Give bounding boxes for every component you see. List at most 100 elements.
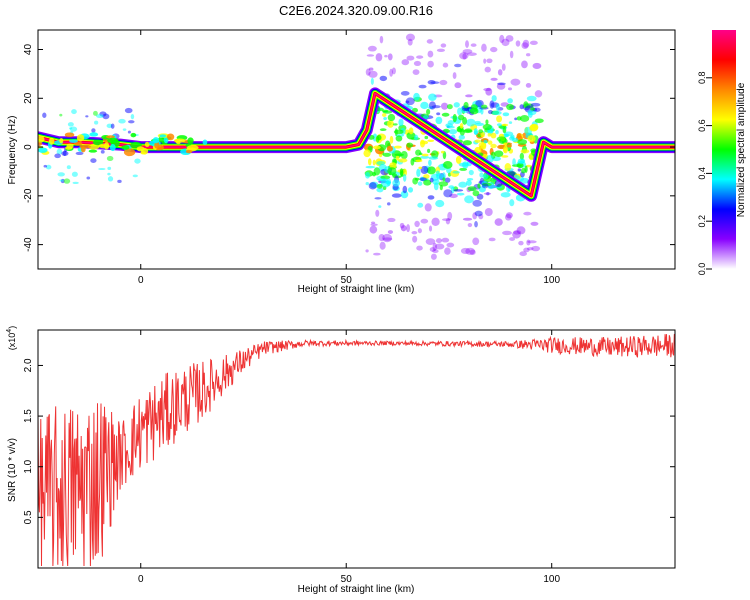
spectrogram-blob bbox=[375, 209, 380, 217]
spectrogram-blob bbox=[509, 237, 516, 241]
spectrogram-blob bbox=[152, 137, 160, 144]
spectrogram-blob bbox=[66, 165, 71, 170]
spectrogram-blob bbox=[425, 238, 436, 246]
spectrogram-blob bbox=[501, 123, 509, 127]
spectrogram-blob bbox=[456, 192, 465, 196]
spectrogram-blob bbox=[446, 104, 453, 110]
spectrogram-blob bbox=[481, 182, 492, 187]
spectrogram-blob bbox=[496, 123, 503, 127]
snr-series-line bbox=[38, 333, 675, 567]
spectrogram-blob bbox=[73, 141, 83, 146]
spectrogram-blob bbox=[54, 153, 61, 159]
spectrogram-blob bbox=[517, 158, 525, 165]
snr-axes: 0 50 100 0.5 1.0 1.5 2.0 bbox=[23, 330, 675, 585]
spectrogram-blob bbox=[406, 224, 411, 233]
spectrogram-blob bbox=[427, 50, 434, 58]
spectrogram-blob bbox=[529, 40, 538, 45]
spectrogram-blob bbox=[71, 171, 78, 177]
spectrogram-blob bbox=[511, 137, 519, 143]
spectrogram-blob bbox=[446, 167, 452, 174]
spectrogram-blob bbox=[501, 38, 510, 47]
spectrogram-blob bbox=[428, 101, 436, 110]
spectrogram-blob bbox=[521, 42, 529, 49]
spectrogram-blob bbox=[467, 186, 477, 192]
spectrogram-blob bbox=[405, 33, 415, 42]
spectrogram-blob bbox=[400, 150, 408, 160]
spectrogram-blob bbox=[423, 174, 430, 179]
spectrogram-blob bbox=[417, 202, 424, 208]
snr-multiplier-close: ) bbox=[7, 326, 17, 329]
spectrogram-blob bbox=[484, 66, 491, 73]
spectrogram-blob bbox=[389, 135, 394, 144]
spectrogram-blob bbox=[514, 117, 518, 121]
spectrogram-blob bbox=[144, 141, 150, 148]
spectrogram-blob bbox=[504, 131, 514, 137]
spectrogram-blob bbox=[394, 128, 398, 136]
spectrogram-blob bbox=[458, 162, 469, 167]
spectrogram-blob bbox=[490, 132, 497, 139]
spectrogram-blob bbox=[379, 35, 384, 44]
spectrogram-blob bbox=[529, 124, 538, 132]
spectrogram-blob bbox=[502, 230, 512, 236]
spectrogram-blob bbox=[424, 203, 432, 212]
spectrogram-blob bbox=[416, 55, 424, 59]
spectrogram-blob bbox=[452, 170, 461, 174]
y-tick-label: 2.0 bbox=[23, 358, 34, 372]
spectrogram-blob bbox=[465, 247, 476, 255]
spectrogram-blob bbox=[531, 245, 541, 252]
spectrogram-blob bbox=[509, 199, 515, 207]
spectrogram-blob bbox=[107, 172, 111, 176]
spectrogram-blob bbox=[434, 243, 445, 250]
spectrogram-blob bbox=[127, 130, 131, 134]
y-tick-label: 20 bbox=[23, 92, 34, 104]
spectrogram-blob bbox=[462, 217, 473, 221]
spectrogram-blob bbox=[534, 118, 544, 124]
spectrogram-blob bbox=[418, 166, 423, 170]
spectrogram-blob bbox=[505, 35, 514, 42]
spectrogram-blob bbox=[411, 230, 418, 235]
spectrogram-blob bbox=[443, 189, 453, 198]
spectrogram-blob bbox=[458, 134, 465, 140]
spectrogram-blob bbox=[417, 181, 423, 186]
spectrogram-blob bbox=[454, 63, 462, 68]
spectrogram-blob bbox=[59, 179, 64, 182]
spectrogram-blob bbox=[377, 144, 387, 152]
colorbar-label: Normalized spectral amplitude bbox=[736, 82, 747, 217]
spectrogram-blob bbox=[516, 133, 522, 139]
spectrogram-blob bbox=[400, 190, 409, 199]
spectrogram-blob bbox=[530, 102, 541, 107]
spectrogram-blob bbox=[408, 187, 414, 193]
spectrogram-blob bbox=[391, 193, 402, 198]
spectrogram-blob bbox=[495, 103, 500, 112]
spectrogram-blob bbox=[433, 182, 439, 191]
spectrogram-blob bbox=[413, 60, 422, 66]
snr-xlabel: Height of straight line (km) bbox=[298, 584, 415, 595]
spectrogram-blob bbox=[502, 127, 507, 134]
spectrogram-blob bbox=[508, 121, 513, 124]
spectrogram-blob bbox=[374, 197, 382, 200]
spectrogram-blob bbox=[488, 237, 496, 242]
spectrogram-blob bbox=[76, 134, 85, 142]
spectrogram-blob bbox=[532, 62, 542, 70]
spectrogram-blob bbox=[118, 118, 126, 124]
spectrogram-blob bbox=[427, 195, 435, 200]
spectrogram-blob bbox=[414, 220, 420, 228]
spectrogram-blob bbox=[442, 177, 446, 182]
spectrogram-blob bbox=[121, 145, 130, 150]
spectrogram-frame bbox=[37, 29, 676, 270]
spectrogram-blob bbox=[185, 149, 193, 154]
spectrogram-blob bbox=[473, 128, 478, 136]
spectrogram-blob bbox=[406, 142, 414, 148]
spectrogram-blob bbox=[453, 189, 464, 192]
spectrogram-blob bbox=[476, 193, 484, 200]
spectrogram-blob bbox=[406, 55, 415, 61]
spectrogram-blob bbox=[484, 207, 493, 217]
spectrogram-blob bbox=[399, 222, 405, 229]
spectrogram-blob bbox=[478, 186, 486, 193]
spectrogram-blob bbox=[465, 40, 469, 48]
spectrogram-blob bbox=[458, 181, 468, 188]
spectrogram-blob bbox=[69, 139, 78, 143]
spectrogram-blob bbox=[440, 43, 447, 48]
spectrogram-blob bbox=[122, 128, 127, 131]
spectrogram-blob bbox=[130, 113, 135, 120]
